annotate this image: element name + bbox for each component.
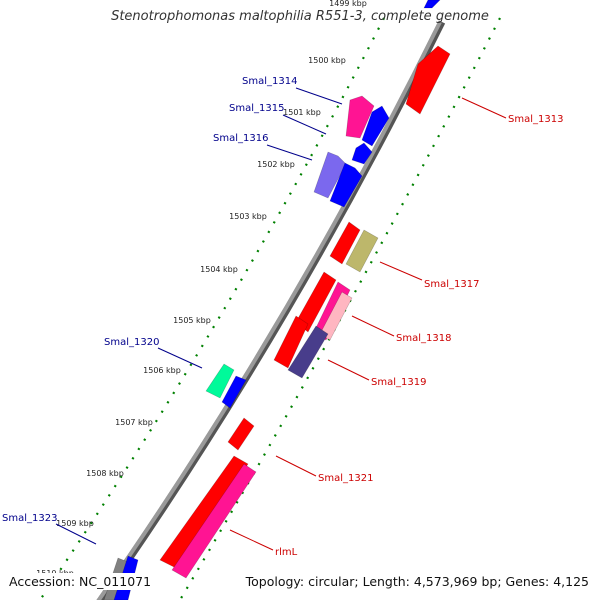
- kbp-tick-label: 1508 kbp: [86, 469, 124, 478]
- topology-text: Topology: circular; Length: 4,573,969 bp…: [242, 573, 592, 590]
- gene-callout-line: [379, 261, 423, 281]
- gene-callout-line: [266, 144, 313, 161]
- gene-label[interactable]: Smal_1323: [2, 513, 57, 524]
- gene-rlml[interactable]: [171, 463, 257, 579]
- gene-label[interactable]: rlmL: [275, 547, 298, 558]
- kbp-tick-label: 1507 kbp: [115, 418, 153, 427]
- gene-callout-line: [461, 97, 507, 119]
- gene-top-blue[interactable]: [423, 0, 441, 9]
- gene-smal-1320b[interactable]: [221, 375, 247, 409]
- kbp-tick-label: 1500 kbp: [308, 56, 346, 65]
- genome-backbone: [94, 21, 442, 604]
- gene-label[interactable]: Smal_1313: [508, 114, 563, 125]
- kbp-tick-label: 1504 kbp: [200, 265, 238, 274]
- kbp-tick-label: 1509 kbp: [56, 519, 94, 528]
- gene-label[interactable]: Smal_1314: [242, 76, 297, 87]
- kbp-tick-label: 1505 kbp: [173, 316, 211, 325]
- gene-smal-1316b[interactable]: [329, 162, 363, 208]
- gene-smal-1316[interactable]: [313, 151, 347, 199]
- kbp-tick-label: 1506 kbp: [143, 366, 181, 375]
- gene-smal-1319[interactable]: [287, 325, 329, 379]
- gene-label[interactable]: Smal_1315: [229, 103, 284, 114]
- gene-callout-line: [275, 455, 317, 477]
- kbp-tick-label: 1503 kbp: [229, 212, 267, 221]
- gene-label[interactable]: Smal_1320: [104, 337, 159, 348]
- gene-label[interactable]: Smal_1316: [213, 133, 268, 144]
- gene-callout-line: [229, 529, 274, 551]
- gene-callout-line: [282, 114, 327, 135]
- gene-callout-line: [157, 347, 203, 369]
- gene-callout-line: [351, 315, 395, 337]
- gene-callout-line: [295, 87, 343, 105]
- kbp-tick-label: 1502 kbp: [257, 160, 295, 169]
- gene-smal-1314[interactable]: [345, 95, 375, 139]
- gene-smal-1320[interactable]: [205, 363, 235, 399]
- gene-smal-1321[interactable]: [227, 417, 255, 451]
- kbp-tick-label: 1501 kbp: [283, 108, 321, 117]
- map-title: Stenotrophomonas maltophilia R551-3, com…: [111, 9, 489, 24]
- accession-text: Accession: NC_011071: [6, 573, 155, 590]
- gene-label[interactable]: Smal_1317: [424, 279, 479, 290]
- gene-smal-1317[interactable]: [345, 229, 379, 273]
- gene-label[interactable]: Smal_1318: [396, 333, 451, 344]
- gene-label[interactable]: Smal_1319: [371, 377, 426, 388]
- gene-smal-1318a[interactable]: [295, 271, 337, 333]
- gene-smal-1318[interactable]: [319, 291, 353, 341]
- gene-smal-1319a[interactable]: [273, 315, 309, 369]
- gene-smal-1313[interactable]: [405, 45, 451, 115]
- gene-label[interactable]: Smal_1321: [318, 473, 373, 484]
- gene-callout-line: [55, 523, 97, 545]
- gene-callout-line: [327, 359, 370, 381]
- gene-smal-1316a[interactable]: [351, 142, 373, 165]
- gene-smal-1317a[interactable]: [329, 221, 361, 265]
- kbp-tick-label: 1499 kbp: [329, 0, 367, 8]
- gene-smal-1315[interactable]: [361, 105, 390, 147]
